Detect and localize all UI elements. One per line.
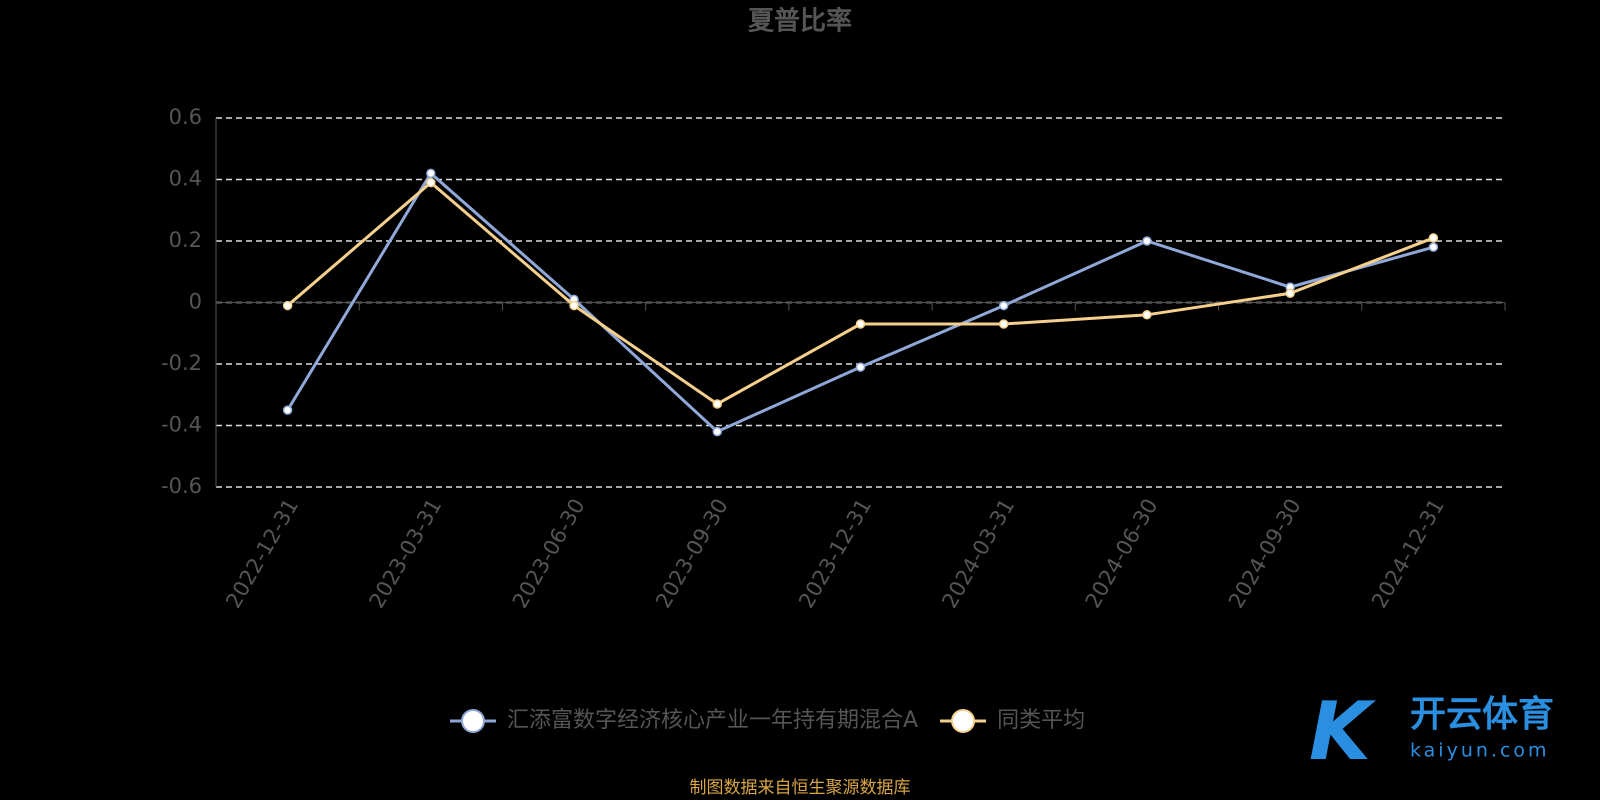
- x-tick-label: 2023-12-31: [794, 495, 876, 613]
- point: [426, 168, 436, 179]
- point: [855, 362, 866, 372]
- legend-label: 同类平均: [997, 708, 1085, 733]
- chart-title: 夏普比率: [748, 6, 852, 37]
- y-tick-label: 0.2: [169, 228, 202, 252]
- point: [998, 300, 1009, 311]
- point: [712, 426, 723, 437]
- x-tick-label: 2023-09-30: [651, 495, 733, 613]
- x-tick-label: 2024-12-31: [1367, 495, 1449, 613]
- legend-marker: [461, 709, 485, 733]
- watermark-brand: 开云体育: [1410, 694, 1554, 735]
- y-tick-label: -0.2: [161, 351, 202, 375]
- x-tick-label: 2024-03-31: [937, 494, 1019, 612]
- y-tick-label: -0.4: [161, 413, 202, 437]
- point: [1428, 242, 1439, 252]
- legend-label: 汇添富数字经济核心产业一年持有期混合A: [507, 708, 918, 733]
- x-tick-label: 2024-09-30: [1224, 495, 1306, 613]
- source-note: 制图数据来自恒生聚源数据库: [690, 778, 911, 798]
- point: [1285, 288, 1295, 299]
- point: [712, 399, 723, 409]
- point: [1142, 310, 1152, 320]
- x-tick-label: 2024-06-30: [1081, 495, 1163, 613]
- y-tick-label: 0.6: [169, 105, 202, 129]
- x-tick-label: 2023-06-30: [508, 495, 590, 613]
- point: [569, 300, 579, 311]
- legend-marker: [951, 709, 976, 733]
- x-tick-label: 2023-03-31: [365, 495, 447, 613]
- y-tick-label: 0: [189, 290, 202, 314]
- point: [998, 319, 1009, 329]
- point: [1142, 236, 1152, 246]
- x-tick-label: 2022-12-31: [221, 495, 303, 613]
- point: [855, 319, 866, 329]
- point: [282, 300, 293, 311]
- y-tick-label: 0.4: [169, 167, 202, 191]
- watermark-site: kaiyun.com: [1410, 740, 1550, 762]
- watermark-logo: K: [1309, 685, 1376, 778]
- point: [1428, 233, 1439, 243]
- y-tick-label: -0.6: [161, 474, 202, 498]
- point: [426, 177, 436, 188]
- point: [282, 405, 293, 415]
